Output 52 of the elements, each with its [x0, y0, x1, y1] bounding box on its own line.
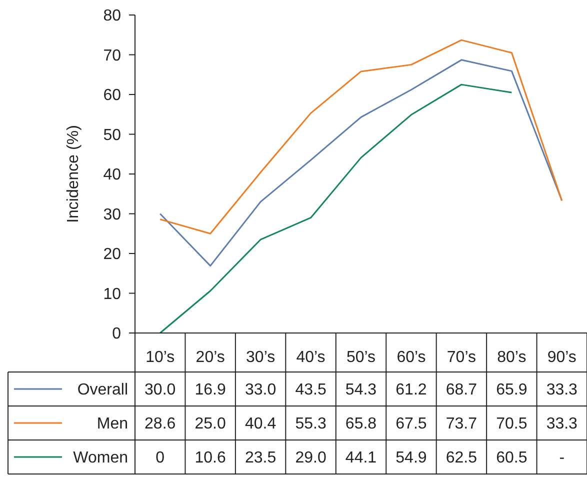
data-label: 10.6 — [194, 450, 226, 467]
y-tick-label: 30 — [103, 206, 122, 224]
data-label: 40.4 — [244, 416, 276, 433]
data-label: 33.3 — [546, 382, 578, 399]
text: - — [559, 450, 565, 467]
x-tick-label: 40’s — [296, 349, 326, 366]
data-label: 25.0 — [194, 416, 226, 433]
data-label: 16.9 — [194, 382, 226, 399]
y-axis-title: Incidence (%) — [65, 125, 82, 223]
line-series — [159, 39, 563, 234]
y-tick-label: 80 — [103, 8, 122, 25]
data-label: 55.3 — [295, 416, 326, 433]
data-label: 61.2 — [396, 382, 427, 399]
data-label: 30.0 — [144, 382, 176, 399]
data-label: 67.5 — [396, 416, 427, 433]
data-label: 68.7 — [446, 382, 478, 399]
y-tick-label: 10 — [103, 286, 122, 303]
x-tick-label: 10’s — [146, 349, 175, 366]
data-label: 62.5 — [446, 450, 478, 467]
data-label: 60.5 — [496, 450, 528, 467]
data-label: 44.1 — [345, 450, 377, 467]
x-tick-label: 90’s — [547, 349, 576, 366]
y-tick-label: 40 — [103, 166, 122, 184]
y-tick-label: 50 — [103, 126, 122, 144]
x-tick-label: 70’s — [446, 349, 476, 366]
legend-label: Overall — [77, 382, 128, 399]
data-label: 43.5 — [295, 382, 326, 399]
line-series — [159, 84, 512, 334]
data-label: 70.5 — [496, 416, 528, 433]
data-label: 65.8 — [345, 416, 377, 433]
data-label: 23.5 — [244, 450, 276, 467]
y-tick-label: 0 — [112, 326, 122, 343]
data-label: 0 — [156, 450, 165, 467]
data-label: 54.3 — [345, 382, 377, 399]
y-tick-label: 70 — [103, 47, 122, 64]
legend-label: Women — [73, 450, 128, 467]
x-tick-label: 50’s — [346, 349, 376, 366]
data-label: 29.0 — [295, 450, 326, 467]
data-label: 33.3 — [546, 416, 578, 433]
y-tick-label: 20 — [103, 246, 122, 264]
data-label: 73.7 — [446, 416, 478, 433]
data-label: 33.0 — [244, 382, 276, 399]
data-label: 28.6 — [144, 416, 176, 433]
x-tick-label: 20’s — [196, 349, 225, 366]
data-label: 54.9 — [396, 450, 427, 467]
data-label: 65.9 — [496, 382, 528, 399]
x-tick-label: 60’s — [396, 349, 426, 366]
x-tick-label: 30’s — [246, 349, 276, 366]
line-series — [159, 59, 563, 267]
y-tick-label: 60 — [103, 87, 122, 104]
x-tick-label: 80’s — [497, 349, 526, 366]
legend-label: Men — [96, 416, 128, 433]
